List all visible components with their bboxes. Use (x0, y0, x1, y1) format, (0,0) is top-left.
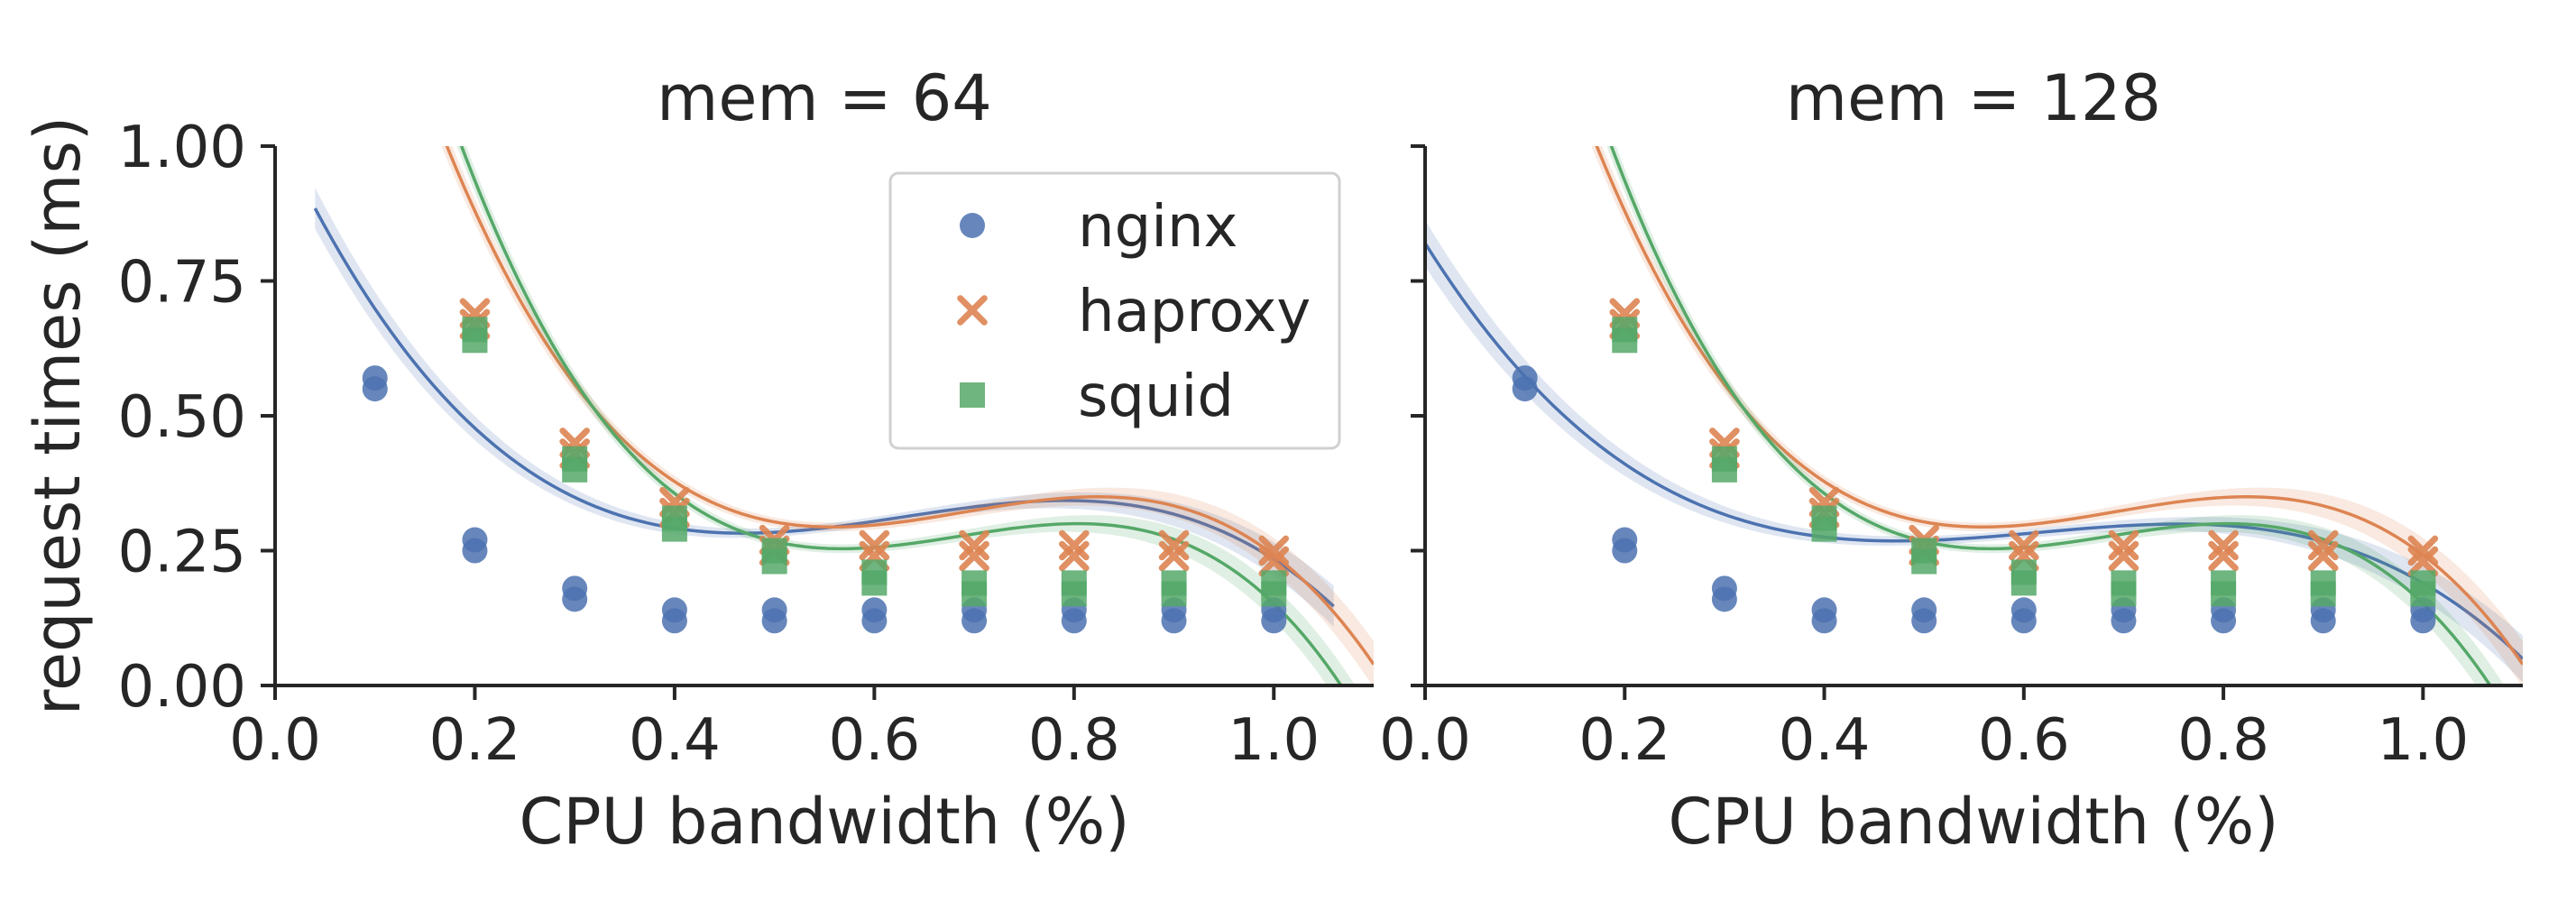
point-haproxy (1158, 529, 1190, 561)
plot-area (313, 146, 1374, 685)
point-squid (1911, 538, 1937, 564)
point-squid (2111, 570, 2137, 596)
x-tick-label: 0.0 (229, 707, 321, 774)
clipped-marks (1425, 146, 2523, 685)
point-haproxy (959, 540, 989, 572)
x-tick-label: 0.8 (1028, 707, 1120, 774)
x-tick-label: 1.0 (2377, 707, 2469, 774)
point-haproxy (1059, 540, 1090, 572)
point-squid (861, 559, 888, 585)
panel-mem-64: mem = 64 0.0 0.2 0.4 0.6 0.8 1.00.000.250.500… (118, 61, 1374, 859)
point-haproxy (1059, 529, 1090, 561)
x-tick-label: 1.0 (1228, 707, 1320, 774)
x-tick-label: 0.0 (1379, 707, 1471, 774)
point-squid (1811, 505, 1837, 531)
point-squid (2010, 559, 2037, 585)
axes: 0.0 0.2 0.4 0.6 0.8 1.0 (1379, 144, 2523, 774)
point-squid (961, 570, 988, 596)
point-squid (562, 446, 588, 472)
point-haproxy (2407, 535, 2439, 566)
point-haproxy (1258, 535, 1290, 566)
y-tick-label: 0.25 (118, 520, 247, 586)
legend-item-nginx: nginx (960, 194, 1237, 261)
y-axis-label: request times (ms) (21, 116, 95, 716)
point-squid (462, 317, 488, 343)
point-nginx (861, 597, 888, 623)
point-nginx (2010, 597, 2037, 623)
point-squid (1711, 446, 1737, 472)
point-squid (1061, 570, 1087, 596)
point-haproxy (2407, 546, 2439, 577)
fit-line-squid (1609, 146, 2492, 685)
x-tick-label: 0.8 (2177, 707, 2269, 774)
legend-label: nginx (1078, 194, 1237, 261)
x-tick-label: 0.2 (429, 707, 521, 774)
legend-item-squid: squid (960, 363, 1234, 430)
point-nginx (1711, 575, 1737, 602)
x-axis-label: CPU bandwidth (%) (1668, 785, 2278, 859)
point-nginx (761, 597, 787, 623)
point-nginx (562, 575, 588, 602)
legend: nginx haproxy squid (888, 171, 1341, 450)
y-tick-label: 0.75 (118, 250, 247, 317)
point-nginx (1612, 527, 1638, 553)
fit-line-squid (459, 146, 1343, 685)
x-tick-label: 0.2 (1578, 707, 1670, 774)
legend-marker-squid (960, 382, 985, 408)
x-tick-label: 0.4 (629, 707, 721, 774)
panel-mem-128: mem = 128 0.0 0.2 0.4 0.6 0.8 1.0 CPU bandwid… (1379, 61, 2523, 859)
point-haproxy (959, 529, 989, 561)
point-nginx (1911, 597, 1937, 623)
point-haproxy (2009, 529, 2039, 561)
y-tick-label: 0.00 (118, 654, 247, 721)
y-tick-label: 1.00 (118, 115, 247, 181)
legend-label: squid (1078, 363, 1234, 430)
panel-title: mem = 64 (657, 61, 992, 135)
legend-item-haproxy: haproxy (957, 279, 1311, 345)
point-squid (761, 538, 787, 564)
plot-area (1425, 146, 2523, 685)
x-tick-label: 0.6 (1978, 707, 2070, 774)
legend-marker-nginx (960, 213, 985, 238)
point-squid (1161, 570, 1187, 596)
point-haproxy (1158, 540, 1190, 572)
point-haproxy (1258, 546, 1290, 577)
point-nginx (661, 597, 687, 623)
legend-label: haproxy (1078, 279, 1311, 345)
legend-frame (888, 171, 1341, 450)
point-squid (2410, 570, 2436, 596)
point-haproxy (2307, 529, 2339, 561)
point-squid (1261, 570, 1287, 596)
fit-band-nginx (1425, 219, 2523, 683)
point-haproxy (2307, 540, 2339, 572)
point-nginx (1512, 365, 1538, 391)
point-haproxy (2108, 529, 2139, 561)
point-haproxy (2108, 540, 2139, 572)
point-nginx (362, 365, 388, 391)
point-haproxy (859, 529, 890, 561)
y-tick-label: 0.50 (118, 384, 247, 451)
panel-title: mem = 128 (1786, 61, 2161, 135)
axes: 0.0 0.2 0.4 0.6 0.8 1.0 0.00 0.25 0.50 0.75 1.00 (118, 115, 1374, 774)
point-squid (2310, 570, 2336, 596)
point-squid (661, 505, 687, 531)
x-tick-label: 0.4 (1779, 707, 1871, 774)
point-haproxy (2208, 529, 2239, 561)
clipped-marks (313, 146, 1374, 685)
point-haproxy (2208, 540, 2239, 572)
point-squid (2211, 570, 2237, 596)
x-axis-label: CPU bandwidth (%) (519, 785, 1129, 859)
point-nginx (462, 527, 488, 553)
point-nginx (1811, 597, 1837, 623)
point-squid (1612, 317, 1638, 343)
fit-band-squid (1606, 146, 2505, 685)
x-tick-label: 0.6 (828, 707, 920, 774)
legend-marker-haproxy (957, 295, 988, 326)
